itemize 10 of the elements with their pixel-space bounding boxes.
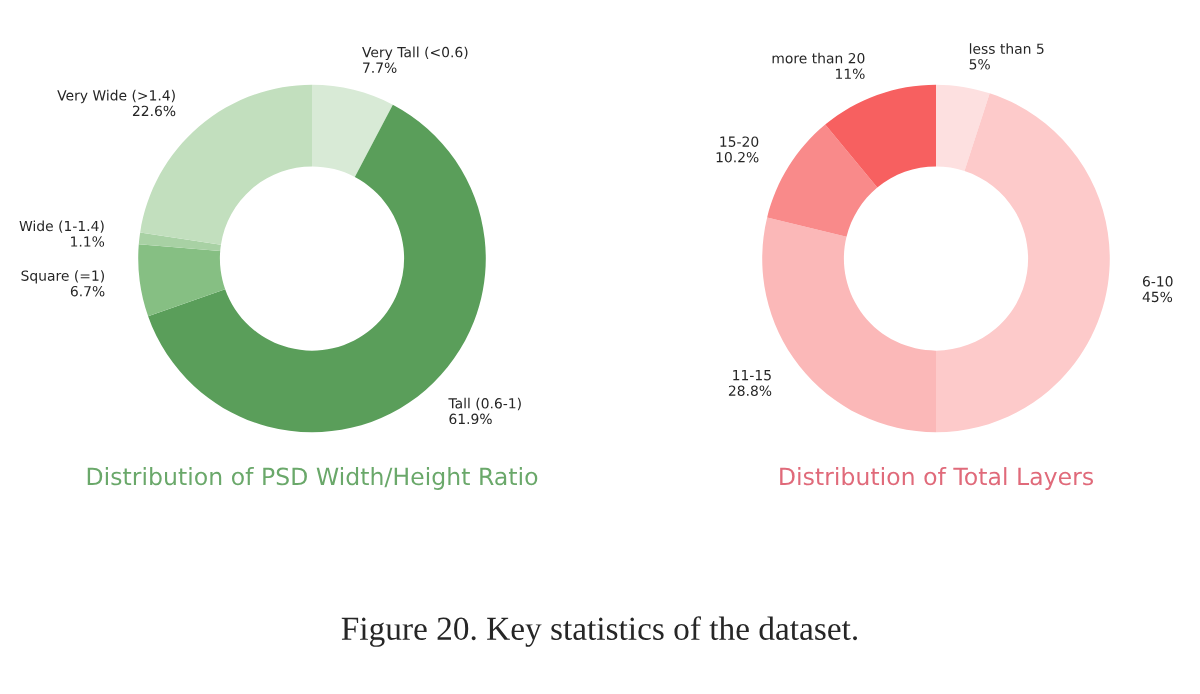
text: Distribution of Total Layers bbox=[780, 467, 1093, 490]
donut-slice bbox=[138, 244, 226, 317]
caption: Figure 20. Key statistics of the dataset. bbox=[341, 616, 857, 647]
donut-slice bbox=[312, 84, 393, 177]
donut-slice bbox=[138, 232, 221, 252]
text: Distribution of PSD Width/Height Ratio bbox=[87, 467, 538, 490]
donut-slice bbox=[825, 84, 936, 188]
donut-slice bbox=[936, 93, 1110, 433]
donut-slice bbox=[936, 84, 990, 171]
donut-slice bbox=[767, 124, 878, 237]
